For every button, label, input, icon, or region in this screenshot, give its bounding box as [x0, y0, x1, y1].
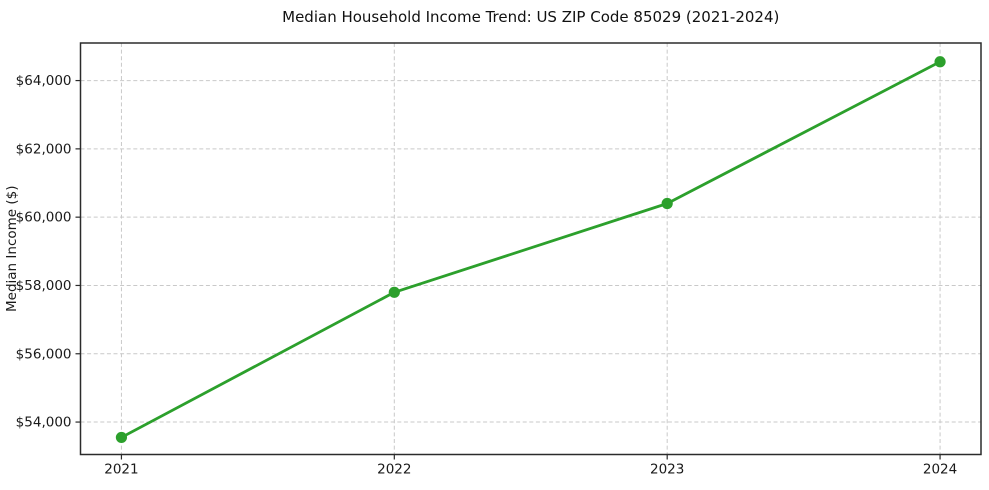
y-tick-label: $60,000 [16, 210, 72, 226]
data-point-2021 [115, 431, 128, 444]
y-tick-label: $58,000 [16, 278, 72, 294]
data-point-2023 [661, 197, 673, 210]
y-tick-label: $54,000 [16, 415, 72, 431]
y-tick-label: $56,000 [16, 346, 72, 362]
x-tick-label: 2023 [650, 462, 684, 478]
y-tick-label: $62,000 [16, 141, 72, 157]
data-point-2022 [388, 286, 400, 298]
plot-border [79, 42, 982, 456]
y-axis-label: Median Income ($) [4, 186, 20, 312]
y-tick-label: $64,000 [16, 73, 72, 89]
data-point-2024 [934, 56, 946, 68]
x-tick-label: 2021 [104, 462, 138, 478]
x-tick-label: 2022 [377, 462, 411, 478]
trend-line [120, 60, 941, 439]
x-tick-label: 2024 [923, 462, 957, 478]
chart-title: Median Household Income Trend: US ZIP Co… [282, 8, 779, 26]
